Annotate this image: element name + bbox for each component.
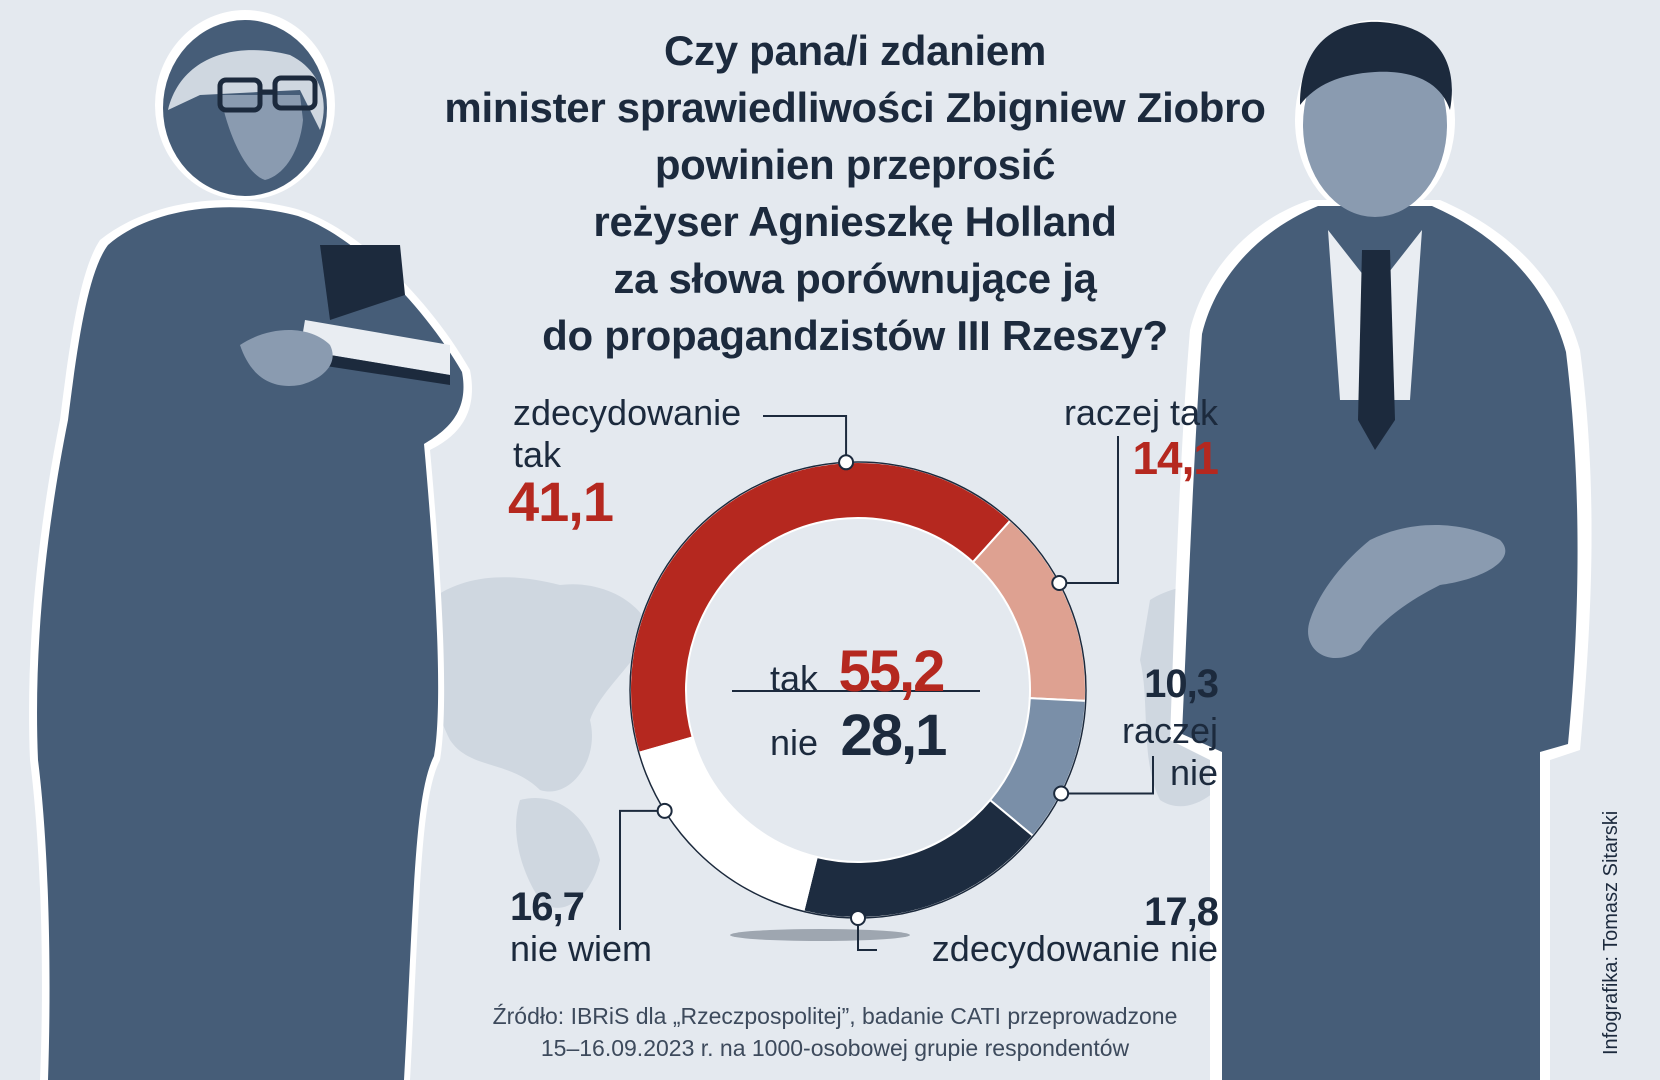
- trophy-statuette: [300, 245, 450, 385]
- title-line: Czy pana/i zdaniem: [663, 27, 1047, 74]
- leader-dot-zdecydowanie-tak: [838, 454, 855, 471]
- leader-dot-zdecydowanie-nie: [850, 910, 866, 926]
- donut-slice-zdecydowanie-nie: [802, 798, 1035, 919]
- value-raczej-nie: 10,3: [1144, 662, 1219, 706]
- center-no-value: 28,1: [840, 703, 948, 768]
- value-zdecydowanie-nie: 17,8: [1144, 890, 1219, 934]
- chart-title: Czy pana/i zdaniem minister sprawiedliwo…: [330, 22, 1380, 364]
- title-line: powinien przeprosić: [654, 141, 1056, 188]
- person-right-figure: [1170, 20, 1592, 1080]
- label-zdecydowanie-tak-line2: tak: [513, 434, 562, 475]
- center-yes-row: tak 55,2: [770, 638, 945, 705]
- leader-line-zdecydowanie-nie: [857, 918, 877, 951]
- title-line: za słowa porównujące ją: [613, 255, 1097, 302]
- center-yes-value: 55,2: [838, 639, 945, 704]
- value-zdecydowanie-tak: 41,1: [508, 470, 614, 533]
- leader-line-nie-wiem: [619, 809, 665, 930]
- infographic-credit: Infografika: Tomasz Sitarski: [1600, 810, 1622, 1055]
- title-line: reżyser Agnieszkę Holland: [593, 198, 1117, 245]
- value-nie-wiem: 16,7: [510, 885, 585, 929]
- leader-line-raczej-tak: [1059, 436, 1119, 584]
- center-no-row: nie 28,1: [770, 702, 948, 769]
- title-line: do propagandzistów III Rzeszy?: [542, 312, 1168, 359]
- label-zdecydowanie-tak-line1: zdecydowanie: [513, 392, 742, 433]
- donut-shadow: [730, 929, 910, 941]
- leader-line-raczej-nie: [1061, 756, 1154, 795]
- donut-slice-raczej-tak: [971, 519, 1087, 702]
- title-line: minister sprawiedliwości Zbigniew Ziobro: [444, 84, 1266, 131]
- source-line: 15–16.09.2023 r. na 1000-osobowej grupie…: [540, 1035, 1130, 1061]
- label-raczej-nie-line2: nie: [1169, 752, 1218, 793]
- value-raczej-tak: 14,1: [1132, 432, 1219, 484]
- leader-dot-nie-wiem: [656, 802, 673, 819]
- label-nie-wiem: nie wiem: [510, 928, 653, 969]
- leader-dot-raczej-tak: [1051, 574, 1068, 591]
- label-zdecydowanie-nie: zdecydowanie nie: [931, 928, 1218, 969]
- leader-line-zdecydowanie-tak: [763, 415, 848, 463]
- donut-chart: [629, 461, 1087, 919]
- person-left-figure: [29, 10, 472, 1080]
- leader-lines: [619, 415, 1154, 951]
- leader-dot-raczej-nie: [1053, 785, 1070, 802]
- source-line: Źródło: IBRiS dla „Rzeczpospolitej”, bad…: [492, 1003, 1178, 1029]
- label-raczej-nie-line1: raczej: [1121, 710, 1218, 751]
- label-raczej-tak: raczej tak: [1063, 392, 1218, 433]
- center-yes-label: tak: [770, 658, 819, 699]
- center-no-label: nie: [770, 722, 819, 763]
- source-note: Źródło: IBRiS dla „Rzeczpospolitej”, bad…: [440, 1000, 1230, 1064]
